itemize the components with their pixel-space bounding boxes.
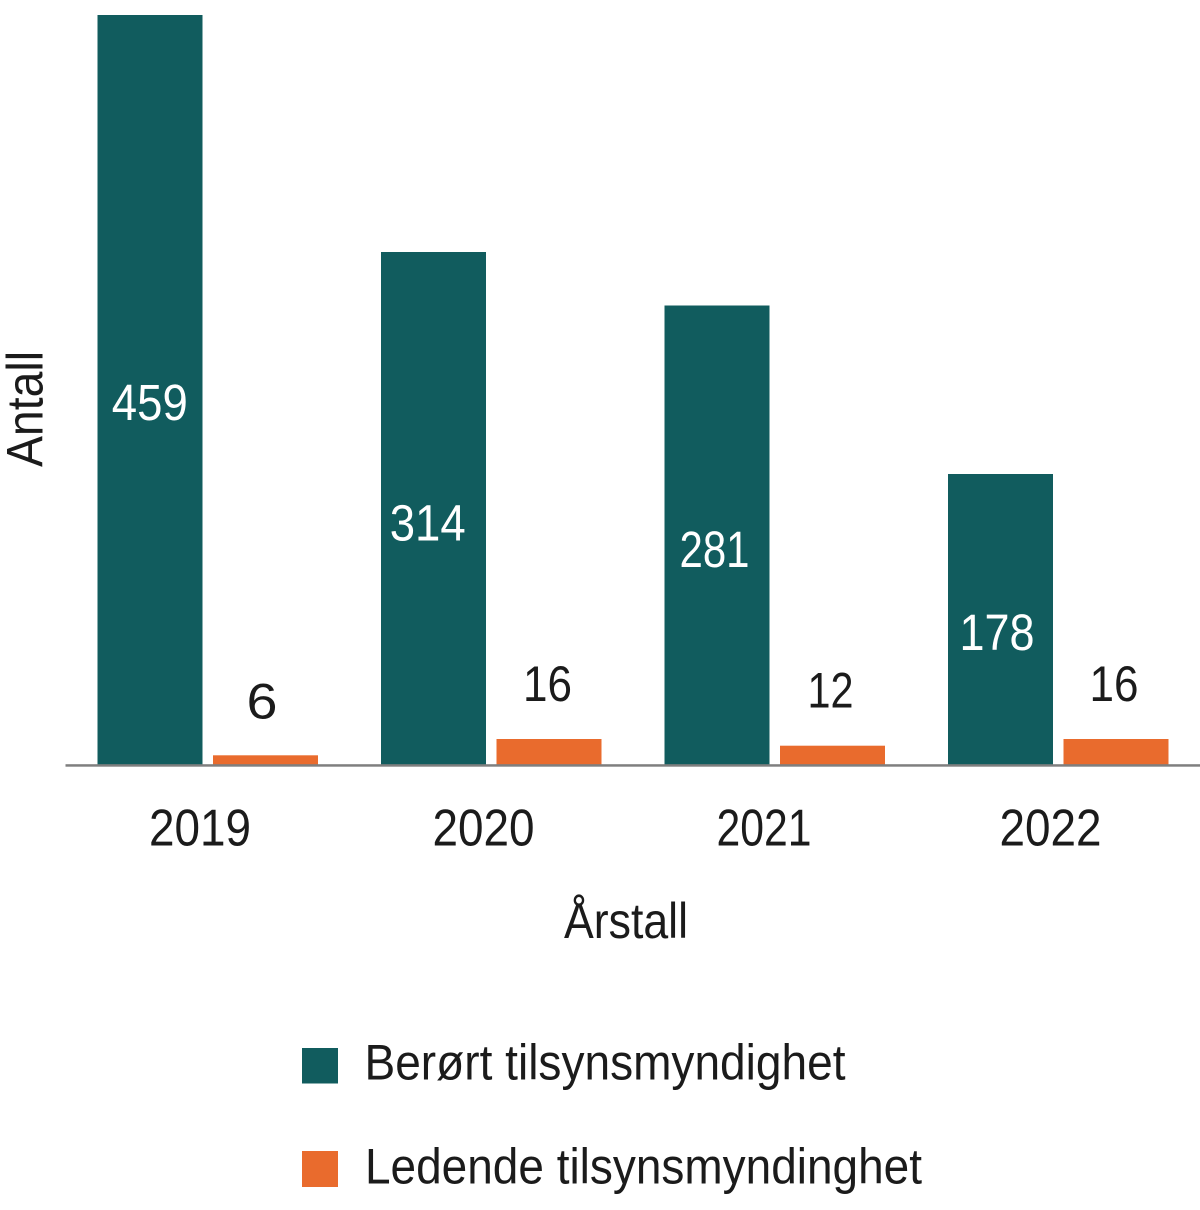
svg-text:314: 314 xyxy=(390,495,466,552)
svg-text:Ledende tilsynsmyndinghet: Ledende tilsynsmyndinghet xyxy=(365,1138,922,1194)
svg-text:2021: 2021 xyxy=(717,800,812,858)
svg-text:178: 178 xyxy=(960,604,1035,661)
svg-text:Berørt tilsynsmyndighet: Berørt tilsynsmyndighet xyxy=(365,1035,846,1091)
svg-text:16: 16 xyxy=(1090,656,1139,712)
svg-text:459: 459 xyxy=(112,374,188,431)
svg-text:Årstall: Årstall xyxy=(564,893,688,949)
svg-text:12: 12 xyxy=(808,663,854,719)
svg-text:281: 281 xyxy=(680,521,750,578)
svg-text:2022: 2022 xyxy=(1000,800,1102,858)
svg-text:6: 6 xyxy=(247,674,278,730)
svg-text:2020: 2020 xyxy=(433,800,535,858)
svg-text:16: 16 xyxy=(523,656,572,712)
svg-text:2019: 2019 xyxy=(149,800,251,858)
svg-text:Antall: Antall xyxy=(0,351,54,467)
